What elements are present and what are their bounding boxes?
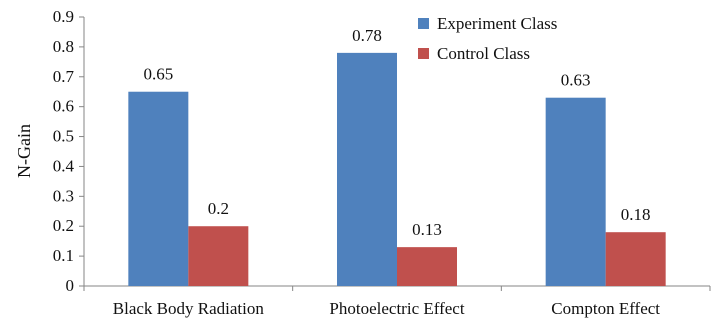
bars-layer	[128, 52, 666, 286]
data-label: 0.63	[561, 71, 591, 90]
data-label: 0.18	[621, 205, 651, 224]
x-category-label: Black Body Radiation	[113, 299, 265, 318]
y-tick-label: 0.1	[53, 246, 74, 265]
legend-label: Control Class	[437, 44, 530, 63]
data-label: 0.13	[412, 220, 442, 239]
legend-label: Experiment Class	[437, 14, 557, 33]
y-tick-label: 0.2	[53, 216, 74, 235]
x-category-label: Photoelectric Effect	[329, 299, 464, 318]
y-tick-label: 0	[66, 276, 75, 295]
bar-experiment-1	[337, 52, 397, 286]
bar-control-2	[605, 232, 666, 286]
bar-experiment-0	[128, 91, 189, 286]
legend-swatch	[418, 48, 429, 59]
y-tick-label: 0.3	[53, 186, 74, 205]
axis-layer: 0 0.1 0.2 0.3 0.4 0.5 0.6 0.7 0.8 0.9 Black Body R…	[53, 7, 711, 318]
data-label: 0.2	[208, 199, 229, 218]
y-axis-title: N-Gain	[14, 124, 34, 178]
y-tick-label: 0.5	[53, 127, 74, 146]
bar-control-1	[397, 247, 457, 286]
data-label: 0.78	[352, 26, 382, 45]
y-tick-label: 0.9	[53, 7, 74, 26]
legend-swatch	[418, 18, 429, 29]
y-tick-label: 0.7	[53, 67, 75, 86]
y-tick-label: 0.8	[53, 37, 74, 56]
data-label: 0.65	[143, 65, 173, 84]
legend: Experiment Class Control Class	[418, 14, 557, 63]
bar-control-0	[188, 226, 249, 286]
y-tick-label: 0.6	[53, 97, 74, 116]
y-tick-label: 0.4	[53, 156, 75, 175]
bar-experiment-2	[545, 97, 606, 286]
x-category-label: Compton Effect	[551, 299, 660, 318]
data-labels-layer: 0.65 0.2 0.78 0.13 0.63 0.18	[143, 26, 650, 239]
